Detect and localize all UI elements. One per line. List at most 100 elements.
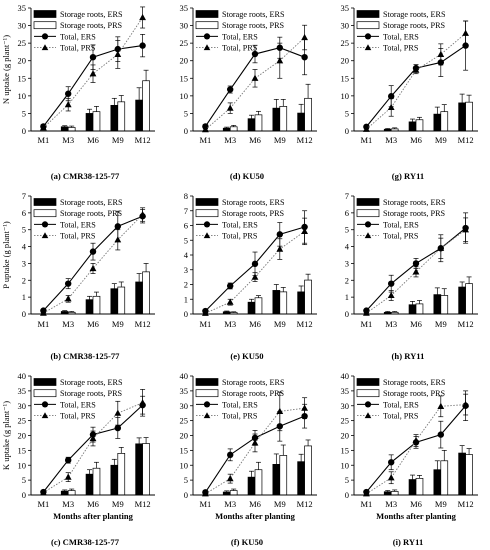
bar-storage-roots-ers	[110, 288, 119, 315]
panel-caption: (d) KU50	[230, 171, 264, 181]
x-tick-label: M12	[458, 135, 474, 145]
y-tick-label: 20	[341, 431, 350, 441]
bar-storage-roots-ers	[297, 291, 305, 315]
x-tick-label: M3	[385, 135, 397, 145]
point-total-prs	[437, 402, 445, 409]
y-tick-label: 30	[180, 21, 189, 31]
legend-swatch-storage-roots-ers	[195, 10, 219, 18]
x-tick-label: M12	[458, 319, 474, 329]
legend-swatch-storage-roots-ers	[33, 10, 57, 18]
legend-label: Total, ERS	[222, 400, 258, 409]
line-total-prs	[366, 229, 466, 314]
y-tick-label: 5	[22, 475, 26, 485]
legend-label: Storage roots, ERS	[383, 10, 446, 19]
bar-storage-roots-ers	[110, 464, 119, 496]
bar-storage-roots-ers	[458, 452, 466, 496]
point-total-prs	[301, 227, 308, 234]
bar-storage-roots-ers	[110, 104, 119, 132]
point-total-prs	[412, 436, 420, 444]
bar-storage-roots-ers	[408, 304, 417, 315]
line-total-ers	[365, 45, 466, 128]
y-tick-label: 30	[341, 401, 350, 411]
y-tick-label: 8	[184, 191, 188, 201]
y-tick-label: 15	[341, 73, 350, 83]
y-tick-label: 5	[345, 108, 349, 118]
legend-marker-total-prs	[203, 412, 211, 419]
x-tick-label: M3	[62, 319, 74, 329]
x-tick-label: M6	[410, 319, 422, 329]
point-total-prs	[139, 210, 146, 218]
point-total-ers	[89, 248, 97, 255]
bar-storage-roots-ers	[85, 299, 94, 315]
legend-swatch-storage-roots-prs	[195, 389, 219, 398]
bar-storage-roots-ers	[135, 443, 143, 496]
point-total-prs	[226, 298, 234, 305]
panel-caption: (i) RY11	[393, 537, 424, 547]
chart-panel-h: 0 1 2 3 4 5 6 7 M1 M3 M6 M9 M12 Storage roots, ERS Sto…	[345, 191, 478, 361]
y-tick-label: 35	[18, 3, 27, 13]
y-tick-label: 10	[180, 460, 189, 470]
bar-storage-roots-prs	[465, 101, 473, 132]
point-total-prs	[40, 124, 47, 131]
bar-storage-roots-ers	[85, 113, 94, 132]
point-total-ers	[65, 456, 72, 464]
y-tick-label: 4	[22, 242, 27, 252]
point-total-prs	[412, 268, 420, 275]
point-total-ers	[89, 54, 97, 61]
legend-label: Total, ERS	[383, 220, 419, 229]
bar-storage-roots-ers	[272, 464, 281, 496]
bar-storage-roots-ers	[433, 469, 442, 496]
y-tick-label: 7	[345, 191, 349, 201]
bar-storage-roots-prs	[440, 111, 449, 132]
bar-storage-roots-prs	[229, 126, 238, 132]
bar-storage-roots-prs	[415, 477, 424, 496]
point-total-ers	[227, 451, 234, 459]
x-tick-label: M6	[87, 499, 99, 509]
point-total-prs	[40, 489, 47, 496]
y-tick-label: 20	[341, 56, 350, 66]
y-tick-label: 6	[184, 221, 188, 231]
chart-panel-e: 0 1 2 3 4 5 6 7 8 M1 M3 M6 M9 M12 Storage roots, ERS St…	[184, 191, 317, 361]
bar-storage-roots-prs	[465, 283, 473, 315]
bar-storage-roots-prs	[279, 455, 288, 496]
y-tick-label: 30	[18, 21, 27, 31]
x-tick-label: M3	[224, 319, 236, 329]
line-total-prs	[43, 214, 143, 314]
legend-swatch-storage-roots-ers	[33, 378, 57, 386]
point-total-prs	[276, 407, 284, 415]
line-total-prs	[205, 231, 305, 314]
bar-storage-roots-prs	[304, 445, 312, 496]
bar-storage-roots-prs	[92, 111, 101, 132]
legend-label: Total, ERS	[383, 400, 419, 409]
y-tick-label: 35	[18, 386, 27, 396]
point-total-prs	[251, 74, 259, 81]
bar-storage-roots-ers	[297, 461, 305, 496]
point-total-prs	[251, 273, 259, 280]
panel-caption: (e) KU50	[230, 351, 263, 361]
y-tick-label: 2	[22, 275, 26, 285]
x-tick-label: M3	[62, 135, 74, 145]
y-tick-label: 25	[341, 416, 350, 426]
y-tick-label: 15	[18, 445, 27, 455]
legend-swatch-storage-roots-ers	[195, 378, 219, 386]
bar-storage-roots-prs	[415, 119, 424, 132]
y-tick-label: 15	[341, 445, 350, 455]
y-tick-label: 25	[180, 416, 189, 426]
legend-swatch-storage-roots-ers	[356, 378, 380, 386]
legend-marker-total-ers	[41, 221, 49, 228]
x-tick-label: M1	[360, 135, 372, 145]
chart-panel-d: 0 5 10 15 20 25 30 35 M1 M3 M6 M9 M12 Storage roots, …	[180, 3, 317, 181]
y-tick-label: 4	[184, 250, 189, 260]
y-tick-label: 7	[184, 206, 188, 216]
point-total-ers	[65, 90, 72, 97]
point-total-prs	[363, 125, 370, 132]
y-tick-label: 20	[180, 431, 189, 441]
point-total-prs	[226, 104, 234, 111]
legend-marker-total-ers	[41, 33, 49, 40]
point-total-prs	[412, 66, 420, 73]
point-total-ers	[388, 93, 395, 100]
point-total-ers	[227, 282, 234, 290]
x-tick-label: M6	[87, 319, 99, 329]
legend-label: Storage roots, PRS	[222, 389, 285, 398]
